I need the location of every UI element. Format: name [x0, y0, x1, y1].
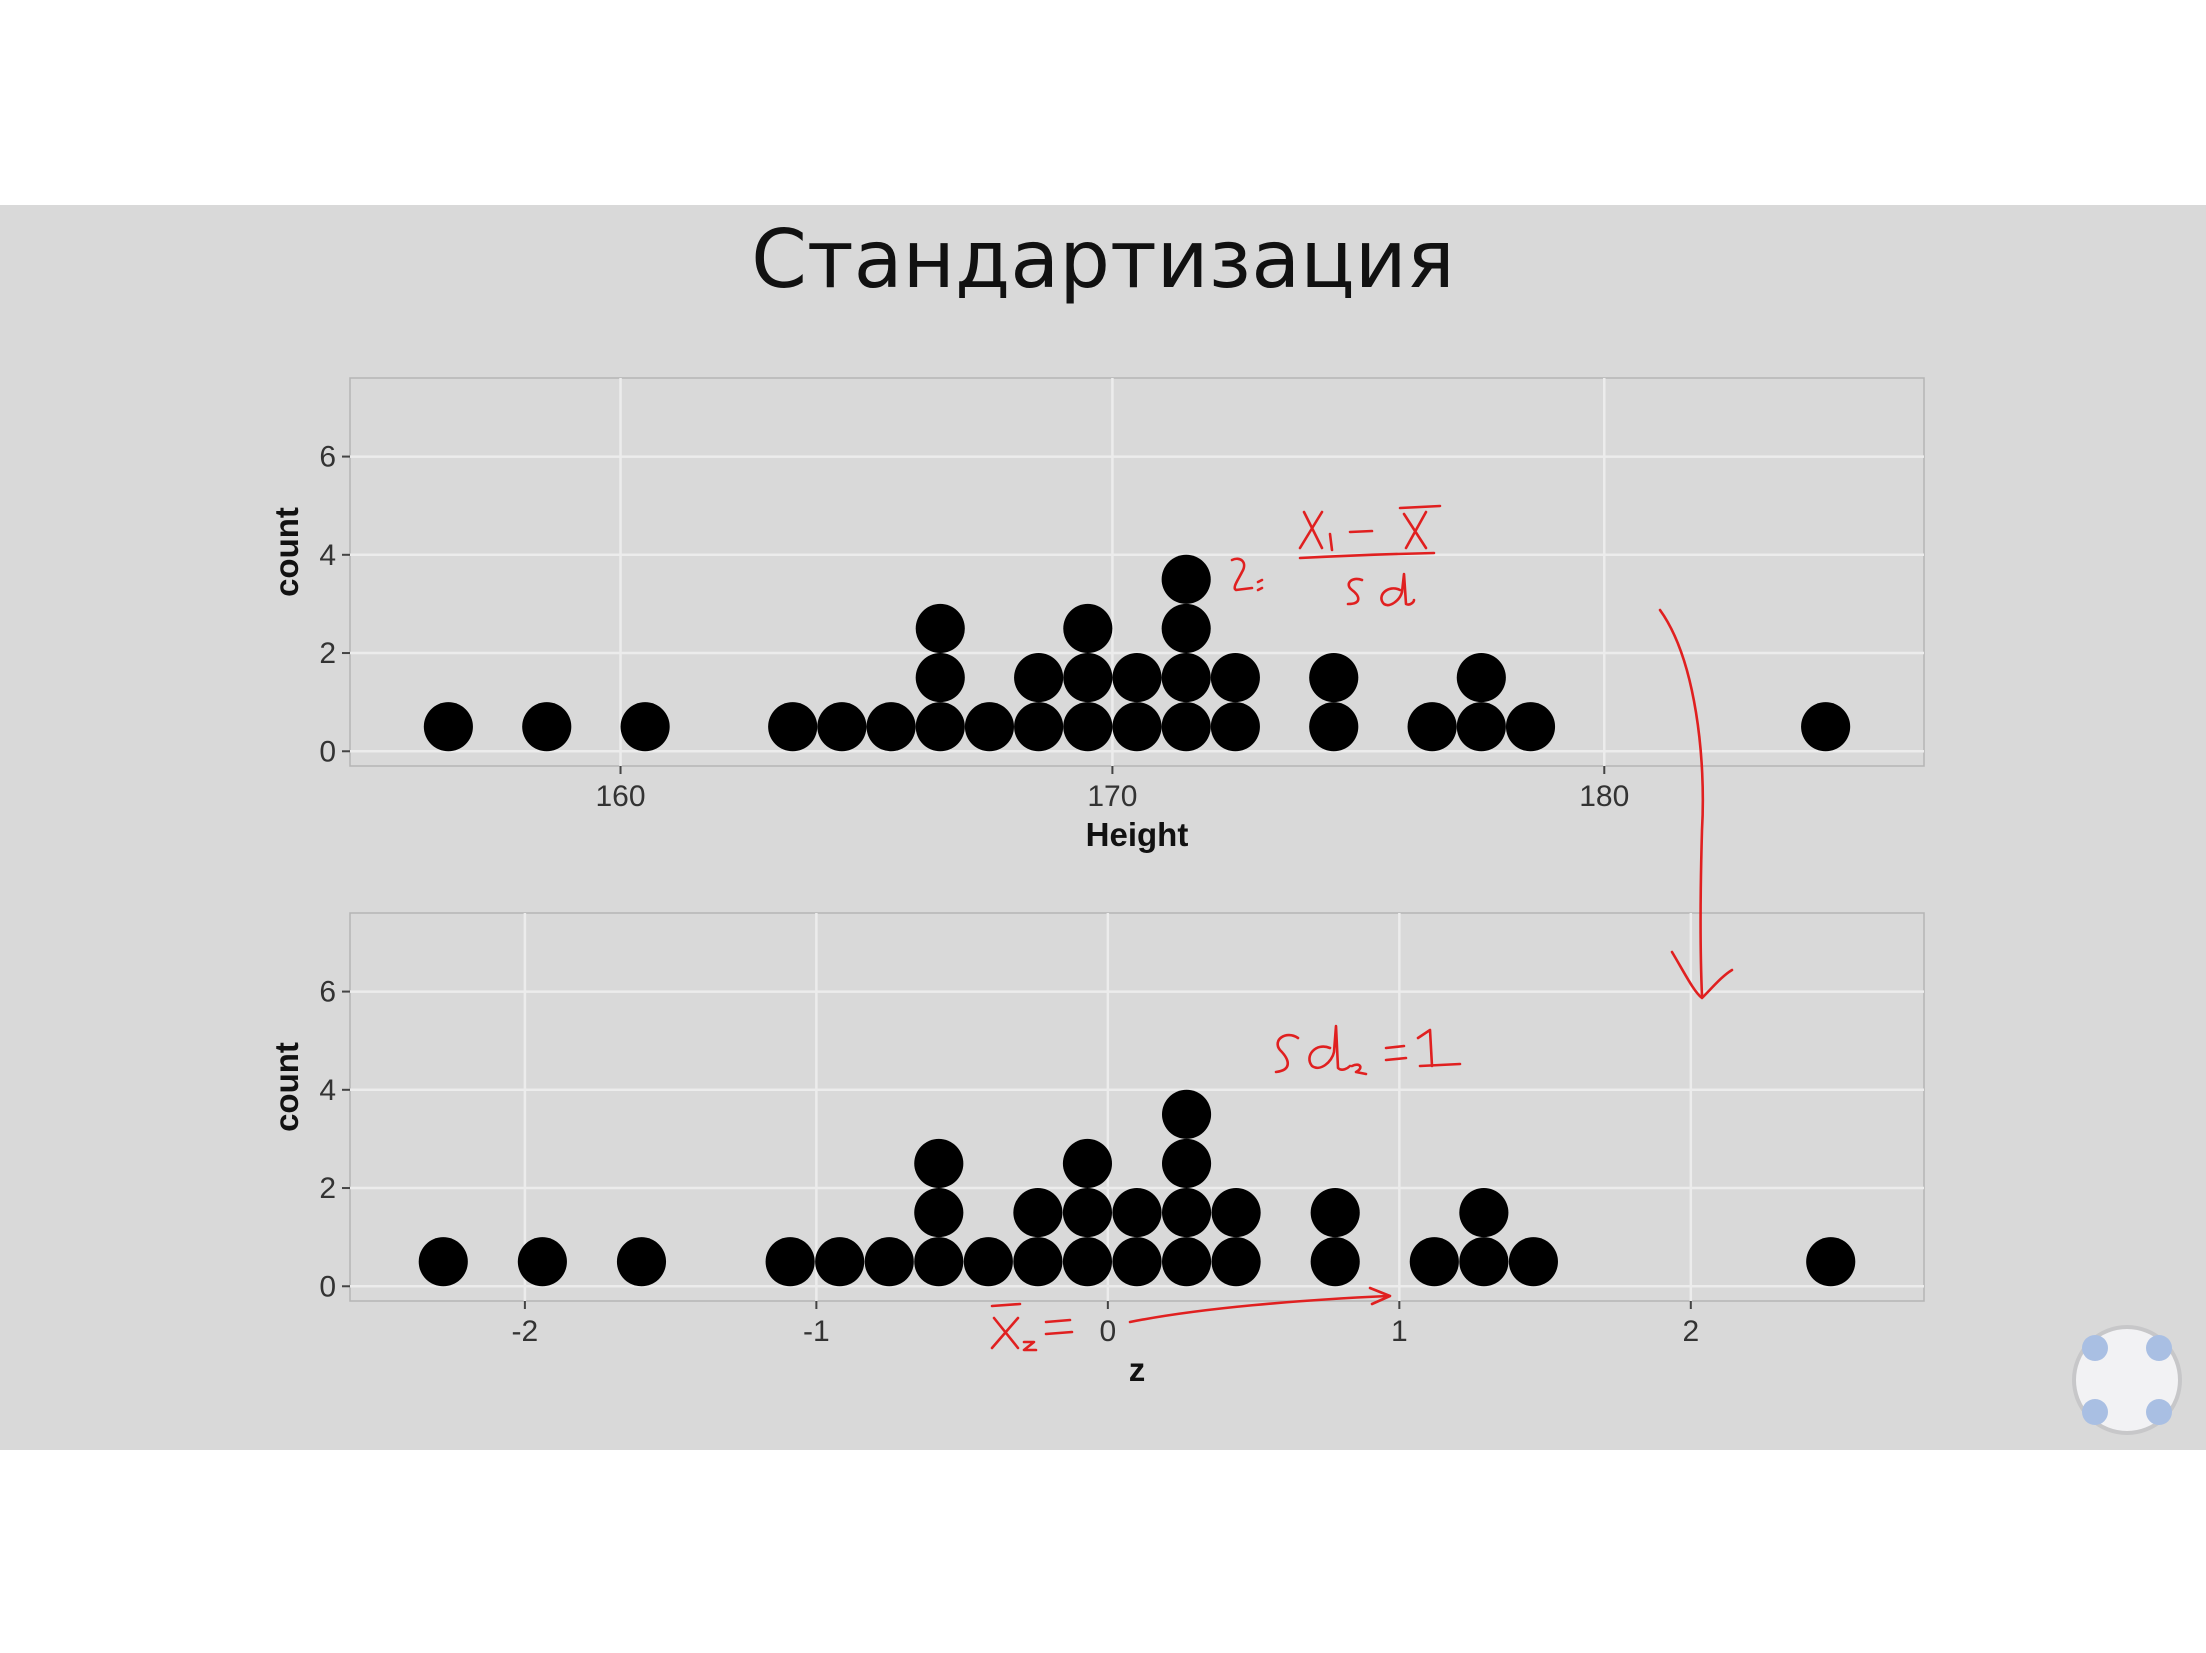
- data-dot: [1161, 1188, 1212, 1238]
- arrow-annotation: [1658, 608, 1705, 998]
- data-dot: [1014, 702, 1064, 752]
- data-dot: [1112, 1188, 1162, 1238]
- x-tick-label: 170: [1087, 780, 1137, 813]
- data-dot: [1161, 653, 1211, 703]
- handwritten-annotations: [990, 504, 1734, 1352]
- data-dot: [1310, 1237, 1360, 1287]
- y-tick-label: 6: [319, 976, 336, 1009]
- data-dot: [423, 702, 473, 752]
- y-tick-label: 0: [319, 1270, 336, 1303]
- x-tick-label: 2: [1682, 1315, 1699, 1348]
- data-dot: [1013, 1188, 1063, 1238]
- data-dot: [1806, 1237, 1856, 1287]
- data-dot: [1210, 653, 1260, 703]
- data-dot: [765, 1237, 815, 1287]
- data-dot: [1459, 1188, 1509, 1238]
- settings-badge-icon[interactable]: [2072, 1325, 2182, 1435]
- x-tick-label: 0: [1100, 1315, 1117, 1348]
- data-dot: [1062, 1138, 1113, 1189]
- data-dot: [616, 1237, 667, 1287]
- data-dot: [1210, 702, 1260, 752]
- data-dot: [1013, 1237, 1063, 1287]
- data-dot: [914, 1138, 964, 1189]
- data-dot: [517, 1237, 567, 1287]
- data-dot: [1211, 1188, 1261, 1238]
- data-dot: [815, 1237, 865, 1287]
- data-dot: [1456, 702, 1506, 752]
- data-dot: [1161, 1237, 1212, 1287]
- formula-annotation: [1230, 504, 1442, 607]
- data-dot: [620, 702, 670, 752]
- data-dot: [1211, 1237, 1261, 1287]
- data-dot: [768, 702, 818, 752]
- data-dot: [1161, 1089, 1212, 1139]
- data-dot: [1309, 702, 1359, 752]
- data-dot: [1112, 653, 1162, 703]
- data-dot: [1161, 702, 1211, 752]
- x-axis-title: z: [1129, 1351, 1146, 1388]
- y-tick-label: 0: [319, 735, 336, 768]
- data-dot: [1062, 1237, 1113, 1287]
- y-tick-label: 4: [319, 539, 336, 572]
- z-dotplot: 0 2 4 6 -2 -1 0 1 2 z count: [268, 912, 1925, 1388]
- data-dot: [866, 702, 916, 752]
- data-dot: [1459, 1237, 1509, 1287]
- data-dot: [817, 702, 867, 752]
- x-tick-label: 1: [1391, 1315, 1408, 1348]
- mean-annotation: [990, 1286, 1392, 1352]
- data-dot: [915, 702, 965, 752]
- data-dot: [418, 1237, 468, 1287]
- data-dot: [1112, 1237, 1162, 1287]
- sd-annotation: [1274, 1024, 1462, 1076]
- data-dot: [914, 1188, 964, 1238]
- badge-dot: [2146, 1399, 2172, 1425]
- data-dot: [1063, 603, 1113, 654]
- badge-dot: [2146, 1335, 2172, 1361]
- x-axis-title: Height: [1086, 816, 1189, 853]
- data-dot: [864, 1237, 914, 1287]
- data-dot: [1161, 603, 1211, 654]
- y-axis-title: count: [268, 1042, 305, 1132]
- data-dot: [1062, 1188, 1113, 1238]
- data-dot: [1112, 702, 1162, 752]
- data-dot: [964, 702, 1014, 752]
- data-dot: [963, 1237, 1013, 1287]
- y-tick-label: 4: [319, 1074, 336, 1107]
- y-tick-label: 2: [319, 637, 336, 670]
- y-tick-label: 6: [319, 441, 336, 474]
- data-dot: [1014, 653, 1064, 703]
- data-dot: [1161, 554, 1211, 604]
- data-dot: [1161, 1138, 1212, 1189]
- data-dot: [1505, 702, 1556, 752]
- data-dot: [1409, 1237, 1459, 1287]
- data-dot: [914, 1237, 964, 1287]
- data-dot: [1309, 653, 1359, 703]
- data-dot: [1456, 653, 1506, 703]
- badge-dot: [2082, 1399, 2108, 1425]
- data-dot: [915, 653, 965, 703]
- data-dot: [1310, 1188, 1360, 1238]
- x-tick-label: -1: [803, 1315, 830, 1348]
- data-dot: [915, 603, 965, 654]
- badge-dot: [2082, 1335, 2108, 1361]
- data-dot: [1063, 702, 1113, 752]
- height-dotplot: 0 2 4 6 160 170 180 Height count: [268, 377, 1925, 853]
- x-tick-label: -2: [512, 1315, 539, 1348]
- x-tick-label: 180: [1579, 780, 1629, 813]
- y-tick-label: 2: [319, 1172, 336, 1205]
- data-dot: [1508, 1237, 1558, 1287]
- x-tick-label: 160: [596, 780, 646, 813]
- data-dot: [1407, 702, 1457, 752]
- data-dot: [1801, 702, 1851, 752]
- data-dot: [522, 702, 572, 752]
- slide-title: Стандартизация: [751, 213, 1455, 306]
- data-dot: [1063, 653, 1113, 703]
- y-axis-title: count: [268, 507, 305, 597]
